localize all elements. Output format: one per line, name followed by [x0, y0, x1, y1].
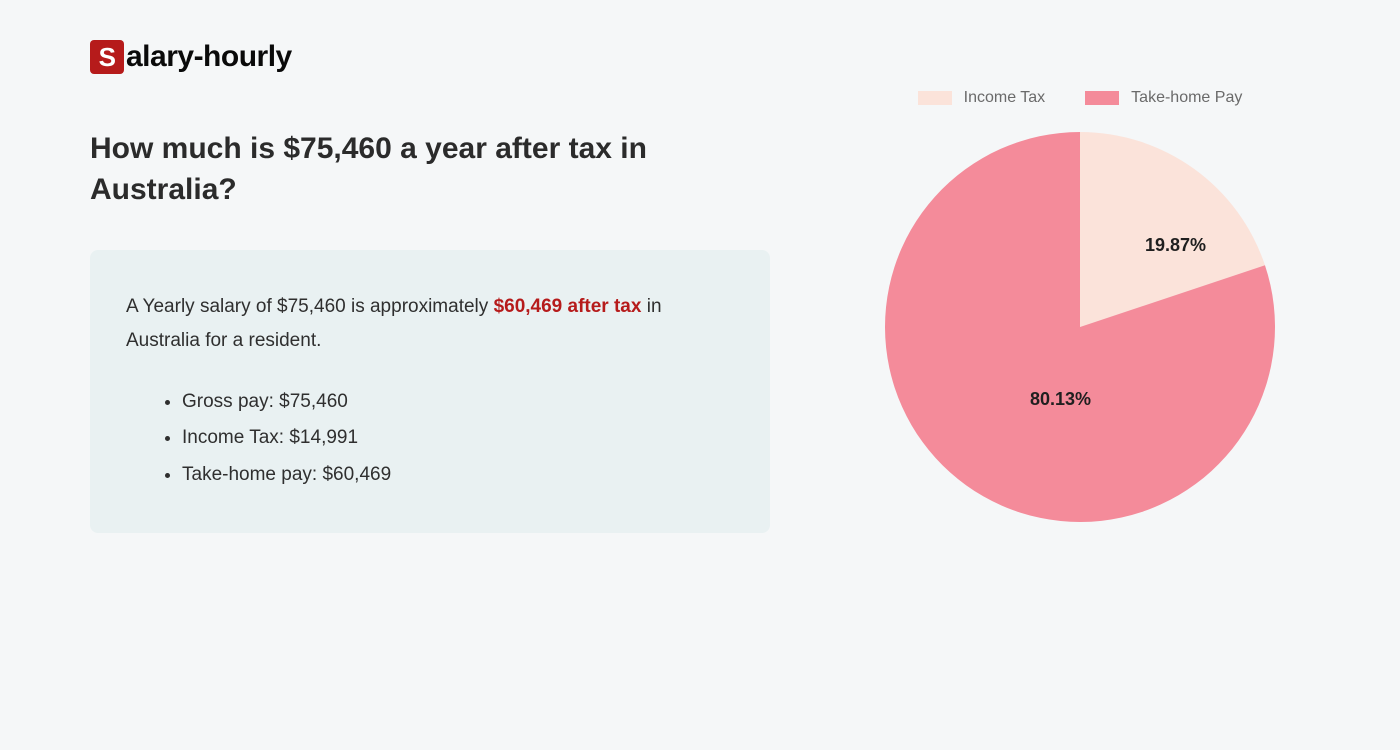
summary-prefix: A Yearly salary of $75,460 is approximat… — [126, 296, 494, 317]
list-item: Income Tax: $14,991 — [182, 420, 730, 456]
legend-label: Take-home Pay — [1131, 89, 1242, 107]
left-column: How much is $75,460 a year after tax in … — [90, 129, 770, 533]
summary-text: A Yearly salary of $75,460 is approximat… — [126, 290, 730, 358]
bullet-list: Gross pay: $75,460 Income Tax: $14,991 T… — [126, 384, 730, 492]
legend-item-income-tax: Income Tax — [918, 89, 1046, 107]
legend-label: Income Tax — [964, 89, 1046, 107]
page-title: How much is $75,460 a year after tax in … — [90, 129, 770, 210]
chart-legend: Income Tax Take-home Pay — [918, 89, 1243, 107]
list-item: Gross pay: $75,460 — [182, 384, 730, 420]
content-row: How much is $75,460 a year after tax in … — [90, 129, 1310, 533]
logo-badge: S — [90, 40, 124, 74]
pie-label-take-home: 80.13% — [1030, 389, 1091, 410]
legend-swatch — [918, 91, 952, 105]
summary-box: A Yearly salary of $75,460 is approximat… — [90, 250, 770, 533]
logo-text: alary-hourly — [126, 40, 292, 74]
pie-label-income-tax: 19.87% — [1145, 235, 1206, 256]
legend-item-take-home: Take-home Pay — [1085, 89, 1242, 107]
page-root: Salary-hourly How much is $75,460 a year… — [0, 0, 1400, 573]
pie-chart: 19.87% 80.13% — [880, 127, 1280, 527]
legend-swatch — [1085, 91, 1119, 105]
pie-svg — [880, 127, 1280, 527]
site-logo: Salary-hourly — [90, 40, 1310, 74]
summary-highlight: $60,469 after tax — [494, 296, 642, 317]
chart-column: Income Tax Take-home Pay 19.87% 80.13% — [850, 89, 1310, 533]
list-item: Take-home pay: $60,469 — [182, 457, 730, 493]
